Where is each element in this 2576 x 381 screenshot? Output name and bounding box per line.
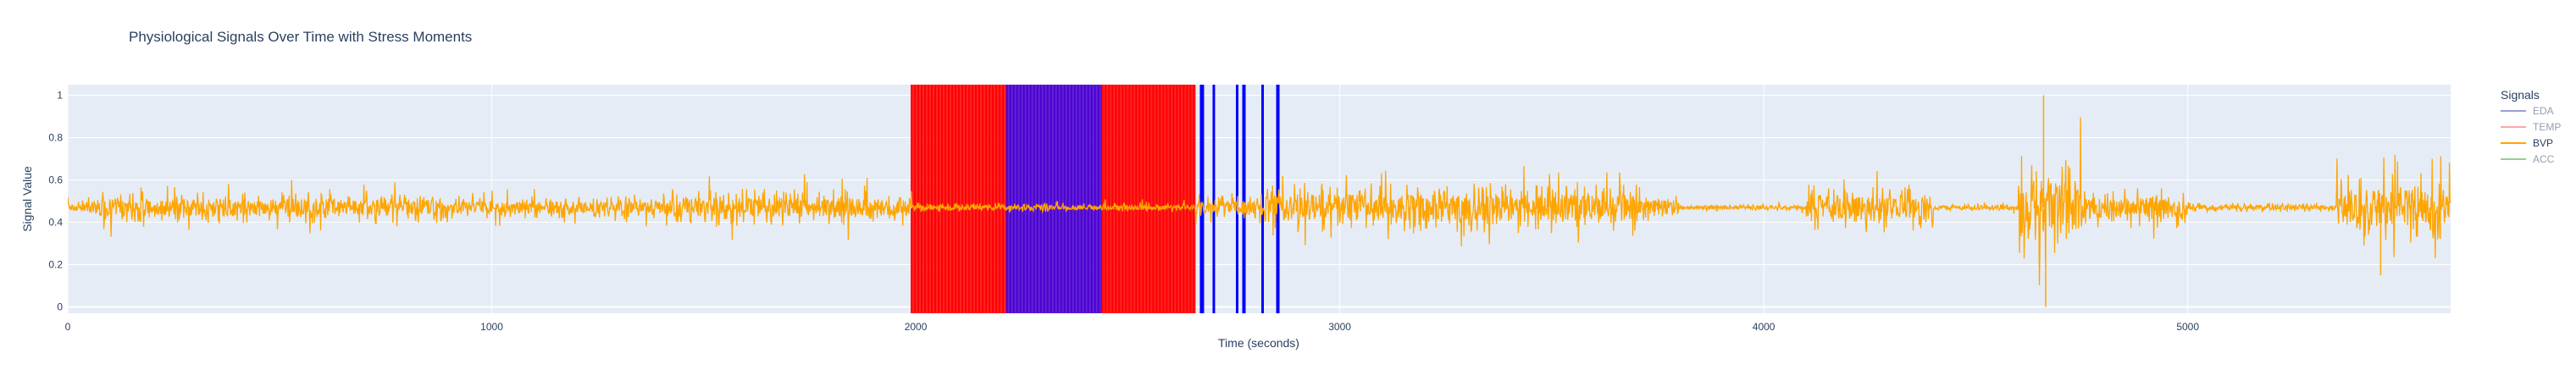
legend-label: TEMP xyxy=(2533,121,2561,133)
legend-label: EDA xyxy=(2533,105,2554,117)
x-tick-label: 0 xyxy=(65,321,71,333)
x-axis-title: Time (seconds) xyxy=(1218,336,1299,350)
series-line-bvp xyxy=(68,117,2451,285)
legend-item-acc[interactable]: ACC xyxy=(2501,153,2555,165)
legend: Signals EDA TEMP BVP ACC xyxy=(2501,88,2561,165)
legend-item-bvp[interactable]: BVP xyxy=(2501,137,2553,149)
x-tick-label: 3000 xyxy=(1328,321,1351,333)
stress-moment-line xyxy=(1242,85,1246,313)
legend-label: BVP xyxy=(2533,137,2553,149)
y-tick-label: 1 xyxy=(57,90,63,102)
stress-moment-band xyxy=(911,85,1008,313)
x-tick-label: 2000 xyxy=(905,321,928,333)
stress-moment-line xyxy=(1212,85,1216,313)
legend-item-eda[interactable]: EDA xyxy=(2501,105,2554,117)
x-axis-ticks: 0 1000 2000 3000 4000 5000 xyxy=(65,321,2200,333)
y-axis-ticks: 0 0.2 0.4 0.6 0.8 1 xyxy=(48,90,63,313)
legend-item-temp[interactable]: TEMP xyxy=(2501,121,2561,133)
chart-title: Physiological Signals Over Time with Str… xyxy=(129,29,472,45)
y-tick-label: 0.8 xyxy=(48,132,63,144)
x-tick-label: 4000 xyxy=(1753,321,1776,333)
legend-title: Signals xyxy=(2501,88,2540,102)
y-tick-label: 0.4 xyxy=(48,217,63,229)
y-axis-title: Signal Value xyxy=(20,166,34,232)
x-tick-label: 1000 xyxy=(480,321,503,333)
stress-moment-band xyxy=(1101,85,1196,313)
y-tick-label: 0.6 xyxy=(48,174,63,186)
legend-label: ACC xyxy=(2533,153,2555,165)
x-tick-label: 5000 xyxy=(2176,321,2199,333)
stress-moment-line xyxy=(1199,85,1205,313)
series-layer xyxy=(68,95,2451,307)
y-tick-label: 0 xyxy=(57,301,63,313)
y-tick-label: 0.2 xyxy=(48,259,63,271)
stress-moment-band xyxy=(1005,85,1103,313)
stress-moment-line xyxy=(1261,85,1265,313)
stress-moments xyxy=(911,85,1280,313)
